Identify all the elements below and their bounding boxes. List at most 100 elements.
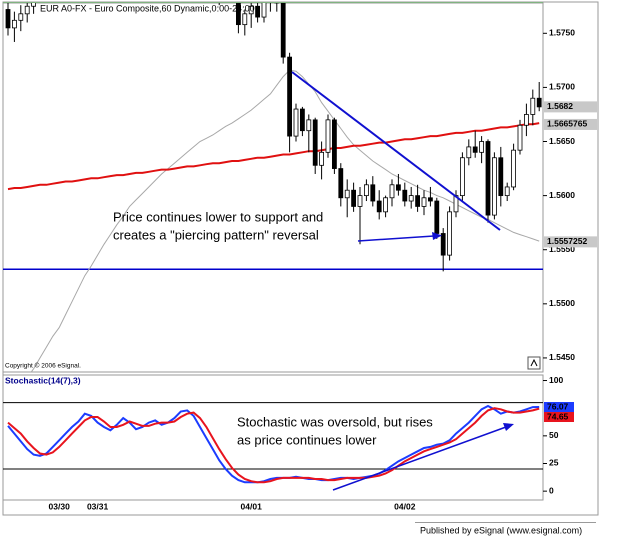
axes: 1.5450 1.5500 1.5550 1.5600 1.5650 1.5700 1.57… bbox=[49, 28, 597, 511]
moving-average bbox=[7, 122, 540, 191]
candle-body bbox=[440, 233, 446, 256]
candle-body bbox=[325, 119, 331, 153]
candle-body bbox=[357, 195, 363, 207]
candle-body bbox=[248, 5, 254, 15]
candle-body bbox=[287, 56, 293, 137]
price-label: 1.5682 bbox=[547, 101, 573, 111]
annotation: Stochastic was oversold, but rises bbox=[237, 414, 433, 429]
x-tick-label: 04/01 bbox=[241, 501, 263, 511]
indicator-title: Stochastic(14(7),3) bbox=[5, 375, 81, 385]
candle-body bbox=[395, 184, 401, 191]
candle-body bbox=[504, 186, 510, 197]
candle-body bbox=[18, 13, 24, 21]
scroll-icon-glyph bbox=[530, 358, 538, 367]
candle-body bbox=[434, 200, 440, 234]
x-tick-label: 03/31 bbox=[87, 501, 109, 511]
candle-body bbox=[524, 114, 529, 126]
annotation: creates a "piercing pattern" reversal bbox=[113, 227, 319, 242]
candle-body bbox=[376, 200, 382, 213]
candle-body bbox=[319, 151, 325, 166]
candle-body bbox=[338, 168, 344, 199]
arrow-head bbox=[432, 232, 442, 240]
candle-body bbox=[363, 184, 369, 197]
scroll-icon[interactable] bbox=[527, 356, 541, 370]
candle-body bbox=[331, 119, 337, 169]
candle-body bbox=[530, 97, 536, 115]
value-label: 76.07 bbox=[547, 401, 569, 411]
chart-title: EUR A0-FX - Euro Composite,60 Dynamic,0:… bbox=[40, 3, 255, 13]
candle-body bbox=[24, 5, 30, 15]
price-label: 1.5557252 bbox=[547, 236, 587, 246]
candle-body bbox=[408, 195, 414, 202]
candle-body bbox=[11, 19, 17, 29]
candle-body bbox=[479, 141, 485, 153]
candle-body bbox=[517, 124, 523, 151]
candle-body bbox=[312, 119, 318, 166]
candle-body bbox=[299, 108, 305, 132]
y-tick-label: 100 bbox=[549, 375, 563, 385]
candle-body bbox=[427, 197, 433, 202]
y-tick-label: 50 bbox=[549, 430, 559, 440]
stochastic-line bbox=[7, 407, 540, 484]
candle-body bbox=[485, 141, 491, 216]
y-tick-label: 1.5700 bbox=[549, 82, 575, 92]
candle-body bbox=[370, 184, 376, 202]
y-tick-label: 1.5750 bbox=[549, 28, 575, 38]
stochastic-line bbox=[7, 404, 540, 484]
candle-body bbox=[293, 108, 299, 137]
candle-body bbox=[351, 189, 357, 207]
candle-body bbox=[498, 157, 504, 197]
candle-body bbox=[472, 146, 478, 153]
y-tick-label: 1.5600 bbox=[549, 190, 575, 200]
value-label-box bbox=[544, 412, 574, 423]
price-label-box bbox=[544, 101, 597, 113]
price-label-box bbox=[544, 118, 597, 130]
stochastic-plot bbox=[3, 402, 543, 484]
candle-body bbox=[5, 9, 11, 29]
y-tick-label: 0 bbox=[549, 485, 554, 495]
value-label: 74.65 bbox=[547, 411, 569, 421]
stochastic-panel bbox=[2, 374, 544, 501]
candle-body bbox=[31, 3, 37, 7]
trendline bbox=[291, 71, 501, 231]
candle-body bbox=[261, 3, 267, 18]
candle-body bbox=[280, 3, 286, 58]
candle-body bbox=[536, 97, 542, 108]
y-tick-label: 25 bbox=[549, 458, 559, 468]
candle-body bbox=[511, 149, 517, 188]
price-plot bbox=[3, 3, 543, 372]
annotation: as price continues lower bbox=[237, 432, 377, 447]
candle-body bbox=[447, 211, 453, 256]
annotation: Price continues lower to support and bbox=[113, 209, 323, 224]
candle-body bbox=[383, 197, 389, 213]
value-label-box bbox=[544, 402, 574, 413]
price-label-box bbox=[544, 236, 597, 248]
candle-body bbox=[402, 189, 408, 202]
x-tick-label: 03/30 bbox=[49, 501, 71, 511]
footer: Published by eSignal (www.esignal.com) bbox=[420, 525, 582, 535]
copyright: Copyright © 2006 eSignal. bbox=[5, 362, 81, 370]
candle-body bbox=[421, 197, 427, 207]
candle-body bbox=[255, 5, 261, 18]
candle-body bbox=[389, 184, 395, 199]
candle-body bbox=[242, 13, 248, 26]
candle-body bbox=[491, 157, 497, 216]
candle-body bbox=[235, 3, 241, 26]
y-tick-label: 1.5650 bbox=[549, 136, 575, 146]
candle-body bbox=[466, 146, 472, 159]
candle-body bbox=[459, 157, 465, 197]
y-tick-label: 1.5500 bbox=[549, 298, 575, 308]
moving-average bbox=[30, 69, 540, 372]
price-label: 1.5665765 bbox=[547, 119, 587, 129]
arrow bbox=[357, 235, 435, 242]
candle-body bbox=[306, 119, 312, 132]
arrow-head bbox=[503, 423, 514, 431]
stochastic-trendline bbox=[332, 426, 507, 491]
candle-body bbox=[344, 189, 350, 199]
y-tick-label: 1.5550 bbox=[549, 244, 575, 254]
x-tick-label: 04/02 bbox=[394, 501, 416, 511]
candle-body bbox=[415, 195, 421, 207]
price-panel bbox=[2, 2, 544, 373]
y-tick-label: 1.5450 bbox=[549, 352, 575, 362]
